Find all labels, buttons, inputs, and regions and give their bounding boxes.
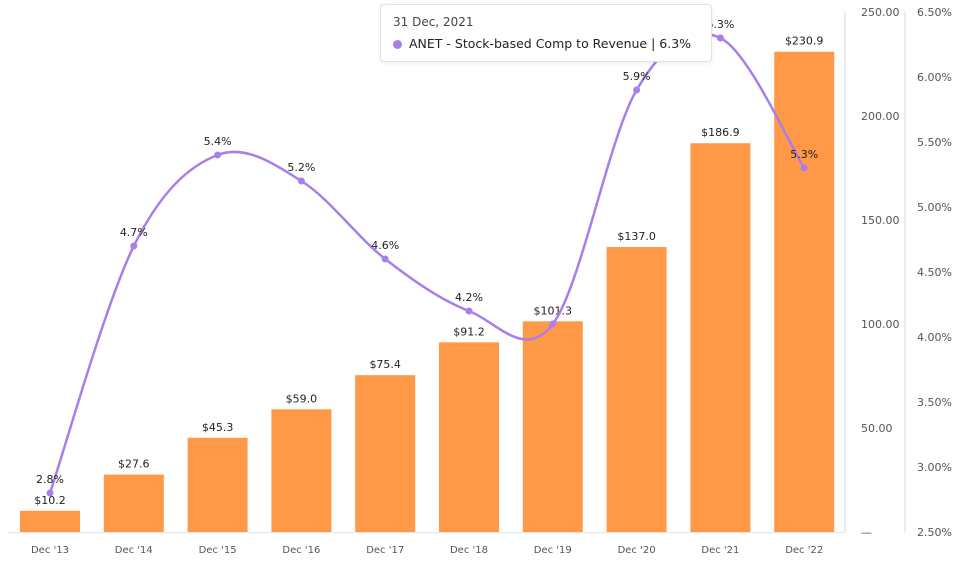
bar-value-label: $137.0 [617,230,656,243]
bar [522,321,583,532]
line-point [214,151,222,159]
bar [103,474,164,532]
x-axis-tick-label: Dec '19 [534,545,572,556]
bar-value-label: $186.9 [701,126,740,139]
x-axis-tick-label: Dec '15 [199,545,237,556]
x-axis-tick-label: Dec '14 [115,545,153,556]
right-axis-tick-label: 5.50% [917,136,952,149]
left-axis-tick-label: 50.00 [861,422,893,435]
line-point [465,307,473,315]
line-point-label: 5.2% [287,161,315,174]
line-point-label: 2.8% [36,473,64,486]
left-axis-tick-label: 150.00 [861,214,900,227]
left-axis-tick-label: 200.00 [861,110,900,123]
x-axis-tick-label: Dec '21 [701,545,739,556]
bar [271,409,332,532]
line-point [381,255,389,263]
bar-value-label: $59.0 [286,392,318,405]
tooltip-series-value: ANET - Stock-based Comp to Revenue | 6.3… [409,36,692,51]
x-axis-tick-label: Dec '22 [785,545,823,556]
bar [187,437,248,532]
line-point [800,164,808,172]
bar [20,510,80,532]
line-point [549,320,557,328]
x-axis-tick-label: Dec '17 [366,545,404,556]
right-axis-tick-label: 5.00% [917,201,952,214]
right-axis-tick-label: 6.50% [917,6,952,19]
x-axis-tick-label: Dec '20 [618,545,656,556]
line-point-label: 5.9% [623,70,651,83]
right-axis-tick-label: 6.00% [917,71,952,84]
left-axis-tick-label: 250.00 [861,6,900,19]
right-axis-tick-label: 3.50% [917,396,952,409]
tooltip-series-dot-icon [393,40,402,49]
line-point [46,489,54,497]
right-axis-tick-label: 3.00% [917,461,952,474]
bar-value-label: $45.3 [202,421,234,434]
line-point-label: 4.2% [455,291,483,304]
left-axis-tick-label: — [861,526,872,539]
line-point [633,86,641,94]
chart-tooltip: 31 Dec, 2021 ANET - Stock-based Comp to … [380,4,712,62]
line-point-label: 6.3% [706,18,734,31]
bar [606,247,667,533]
x-axis-tick-label: Dec '16 [282,545,320,556]
right-axis-tick-label: 4.50% [917,266,952,279]
bar-value-label: $91.2 [453,325,485,338]
right-axis-tick-label: 4.00% [917,331,952,344]
bar [355,375,416,532]
line-point-label: 5.3% [790,148,818,161]
line-point-label: 4.6% [371,239,399,252]
line-point-label: 5.4% [204,135,232,148]
right-axis-tick-label: 2.50% [917,526,952,539]
bar-value-label: $27.6 [118,458,150,471]
bar [439,342,499,532]
line-point-label: 4.7% [120,226,148,239]
bar-value-label: $101.3 [534,304,573,317]
bar [690,143,751,533]
bar-value-label: $230.9 [785,35,824,48]
x-axis-tick-label: Dec '18 [450,545,488,556]
bar-value-label: $10.2 [34,494,66,507]
line-point [297,177,305,185]
bar-value-label: $75.4 [369,358,401,371]
bar [774,51,835,533]
x-axis-tick-label: Dec '13 [31,545,69,556]
left-axis-tick-label: 100.00 [861,318,900,331]
line-point [716,34,724,42]
line-point [130,242,138,250]
tooltip-date: 31 Dec, 2021 [393,15,474,29]
